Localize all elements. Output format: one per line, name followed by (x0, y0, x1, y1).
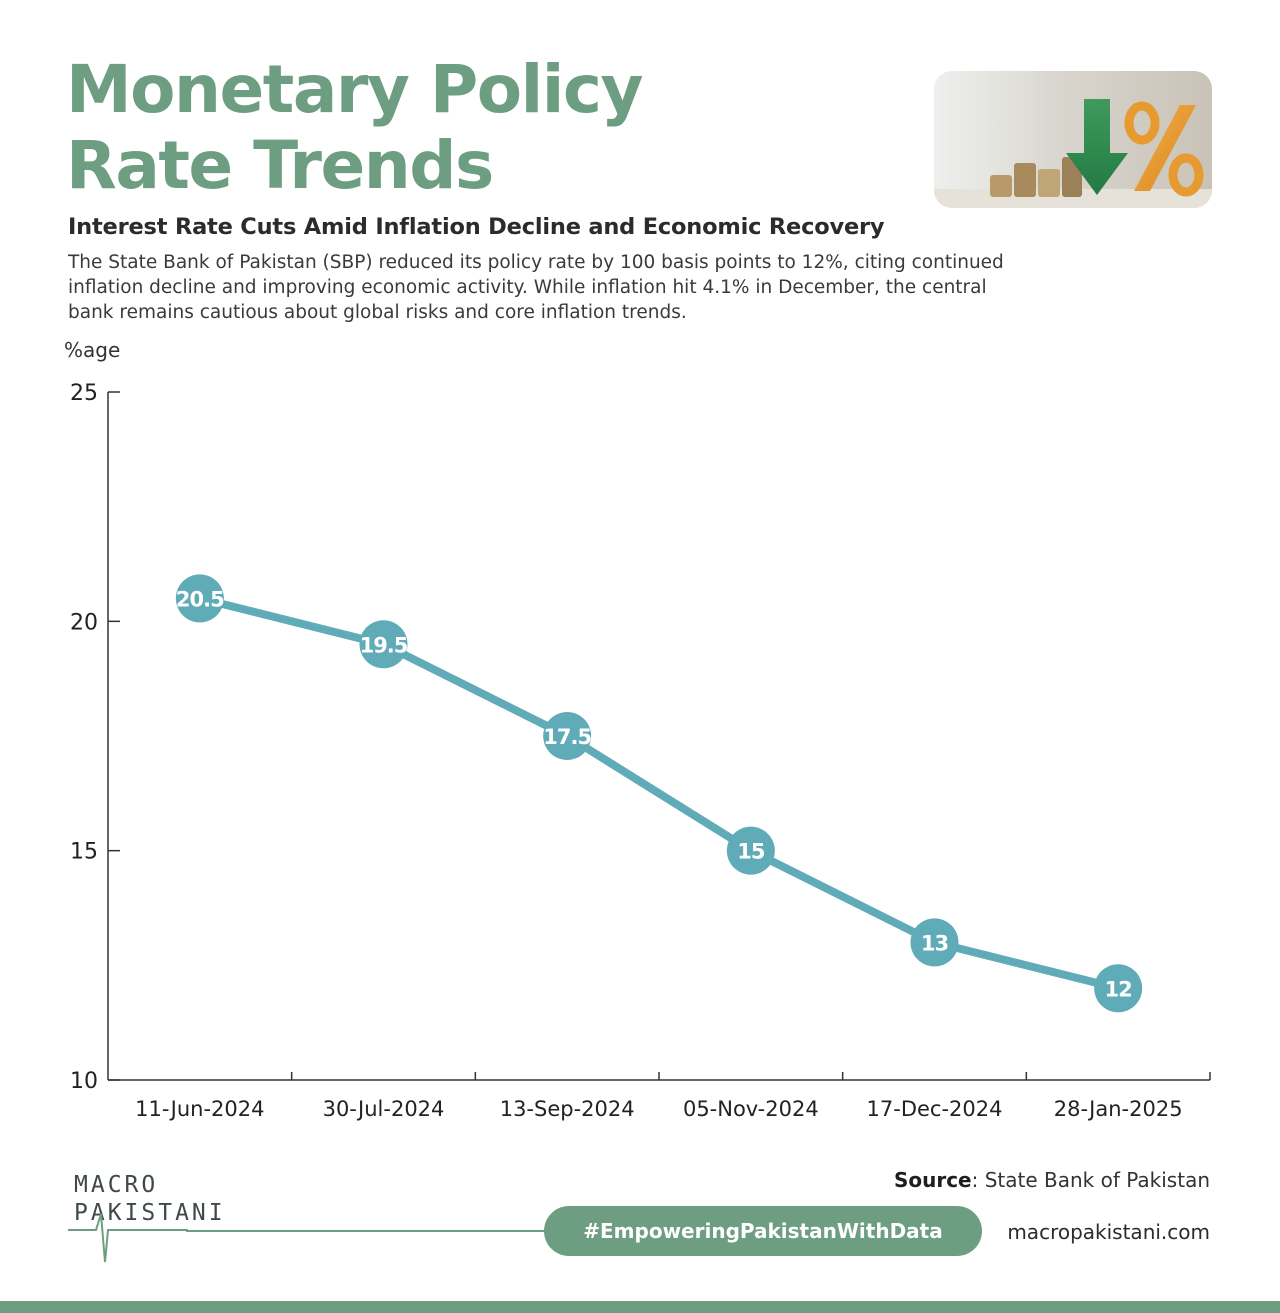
data-point (1094, 964, 1143, 1013)
line-chart: 10 15 20 25 %age 11-Jun-2024 30-Jul-2024 13-Sep… (64, 338, 1211, 1121)
y-tick-label: 10 (70, 1069, 98, 1094)
coin-stacks (990, 157, 1082, 197)
data-point (543, 712, 592, 760)
data-label: 13 (921, 931, 948, 955)
page-title: Monetary Policy Rate Trends (66, 51, 644, 204)
x-tick-label: 30-Jul-2024 (323, 1097, 445, 1121)
data-label: 17.5 (543, 725, 591, 749)
title-line-2: Rate Trends (66, 127, 494, 204)
source-text: : State Bank of Pakistan (971, 1168, 1210, 1192)
y-tick-label: 25 (70, 381, 98, 406)
hashtag-pill: #EmpoweringPakistanWithData (544, 1206, 982, 1256)
source-label: Source (893, 1168, 972, 1192)
data-label: 20.5 (176, 587, 224, 611)
data-label: 12 (1105, 977, 1132, 1001)
title-line-1: Monetary Policy (66, 51, 644, 128)
logo: MACRO PAKISTANI (68, 1168, 223, 1268)
logo-line-1: MACRO (74, 1172, 159, 1198)
footer-divider-line (186, 1230, 546, 1232)
data-point (726, 826, 775, 875)
bottom-accent-bar (0, 1301, 1280, 1313)
coins-percent-down-arrow-icon (934, 71, 1212, 208)
y-axis-label: %age (64, 338, 120, 362)
x-tick-label: 11-Jun-2024 (135, 1097, 264, 1121)
x-tick-label: 17-Dec-2024 (867, 1097, 1003, 1121)
website-link[interactable]: macropakistani.com (1007, 1220, 1210, 1244)
data-point (910, 918, 959, 967)
data-point (175, 574, 224, 623)
y-tick-label: 20 (70, 610, 98, 635)
description: The State Bank of Pakistan (SBP) reduced… (68, 252, 1004, 323)
x-tick-label: 05-Nov-2024 (683, 1097, 819, 1121)
data-label: 15 (737, 840, 765, 864)
x-tick-label: 13-Sep-2024 (500, 1097, 635, 1121)
source-note: Source: State Bank of Pakistan (894, 1168, 1210, 1192)
data-point (359, 620, 408, 669)
percent-sign (1124, 101, 1204, 197)
data-label: 19.5 (360, 633, 408, 657)
logo-pulse-icon (68, 1213, 188, 1263)
y-tick-label: 15 (70, 840, 98, 865)
x-tick-label: 28-Jan-2025 (1054, 1097, 1183, 1121)
series-line (195, 594, 1123, 993)
subtitle: Interest Rate Cuts Amid Inflation Declin… (68, 214, 885, 240)
